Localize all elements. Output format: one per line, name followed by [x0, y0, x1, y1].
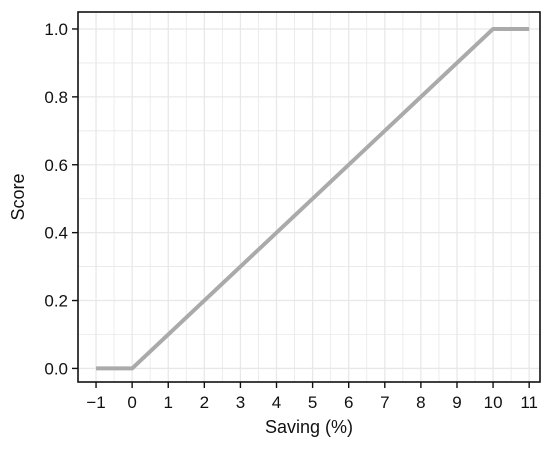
x-tick-label: 0 — [127, 393, 136, 412]
y-tick-label: 0.2 — [44, 292, 68, 311]
y-axis-ticks: 0.0 0.2 0.4 0.6 0.8 1.0 — [44, 20, 78, 378]
y-tick-label: 0.8 — [44, 88, 68, 107]
x-tick-label: −1 — [86, 393, 105, 412]
x-tick-label: 8 — [416, 393, 425, 412]
y-tick-label: 0.6 — [44, 156, 68, 175]
x-tick-label: 7 — [380, 393, 389, 412]
x-tick-label: 9 — [452, 393, 461, 412]
x-tick-label: 6 — [344, 393, 353, 412]
x-tick-label: 11 — [520, 393, 538, 412]
x-axis-title: Saving (%) — [265, 417, 353, 437]
x-tick-label: 4 — [272, 393, 281, 412]
x-tick-label: 1 — [164, 393, 173, 412]
y-tick-label: 0.4 — [44, 224, 68, 243]
series-layer — [96, 26, 530, 371]
y-axis-title: Score — [8, 173, 28, 220]
major-grid — [78, 12, 540, 382]
minor-grid — [78, 12, 540, 382]
x-axis-ticks: −1 0 1 2 3 4 5 6 7 8 9 10 11 — [86, 382, 538, 412]
x-tick-label: 10 — [484, 393, 503, 412]
x-tick-label: 5 — [308, 393, 317, 412]
y-tick-label: 0.0 — [44, 359, 68, 378]
plot-border — [77, 11, 541, 383]
score-line — [96, 26, 530, 371]
x-tick-label: 2 — [200, 393, 209, 412]
y-tick-label: 1.0 — [44, 20, 68, 39]
x-tick-label: 3 — [236, 393, 245, 412]
